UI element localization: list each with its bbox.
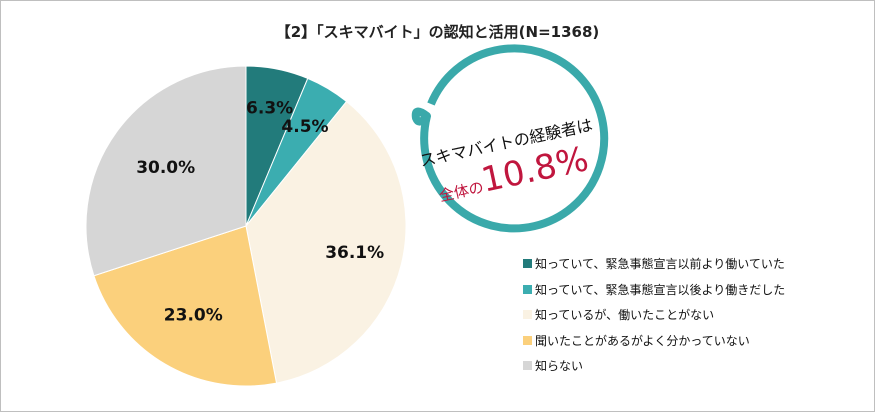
legend-swatch bbox=[523, 284, 532, 294]
legend-label: 聞いたことがあるがよく分かっていない bbox=[535, 333, 750, 348]
slice-label: 30.0% bbox=[136, 158, 195, 178]
legend-label: 知らない bbox=[535, 359, 584, 374]
legend-item: 聞いたことがあるがよく分かっていない bbox=[523, 328, 785, 354]
slice-label: 6.3% bbox=[246, 98, 293, 118]
slice-label: 36.1% bbox=[325, 243, 384, 263]
legend: 知っていて、緊急事態宣言以前より働いていた 知っていて、緊急事態宣言以後より働きだ… bbox=[523, 251, 785, 379]
legend-label: 知っていて、緊急事態宣言以後より働きだした bbox=[535, 282, 786, 297]
legend-swatch bbox=[523, 259, 532, 269]
pie-slice bbox=[85, 65, 247, 277]
pie-slice bbox=[245, 100, 407, 384]
slice-label: 4.5% bbox=[281, 117, 328, 137]
legend-item: 知っているが、働いたことがない bbox=[523, 302, 785, 328]
legend-item: 知っていて、緊急事態宣言以前より働いていた bbox=[523, 251, 785, 277]
pie-slice bbox=[93, 225, 278, 387]
callout-ring bbox=[411, 44, 609, 233]
chart-title: 【2】「スキマバイト」の認知と活用(N=1368) bbox=[275, 23, 600, 41]
legend-item: 知らない bbox=[523, 353, 785, 379]
legend-label: 知っているが、働いたことがない bbox=[535, 308, 715, 323]
legend-swatch bbox=[523, 310, 532, 320]
slice-label: 23.0% bbox=[164, 306, 223, 326]
callout-bubble: スキマバイトの経験者は 全体の10.8% bbox=[411, 44, 609, 233]
legend-label: 知っていて、緊急事態宣言以前より働いていた bbox=[535, 257, 785, 272]
legend-swatch bbox=[523, 361, 532, 371]
legend-swatch bbox=[523, 335, 532, 345]
legend-item: 知っていて、緊急事態宣言以後より働きだした bbox=[523, 277, 785, 303]
